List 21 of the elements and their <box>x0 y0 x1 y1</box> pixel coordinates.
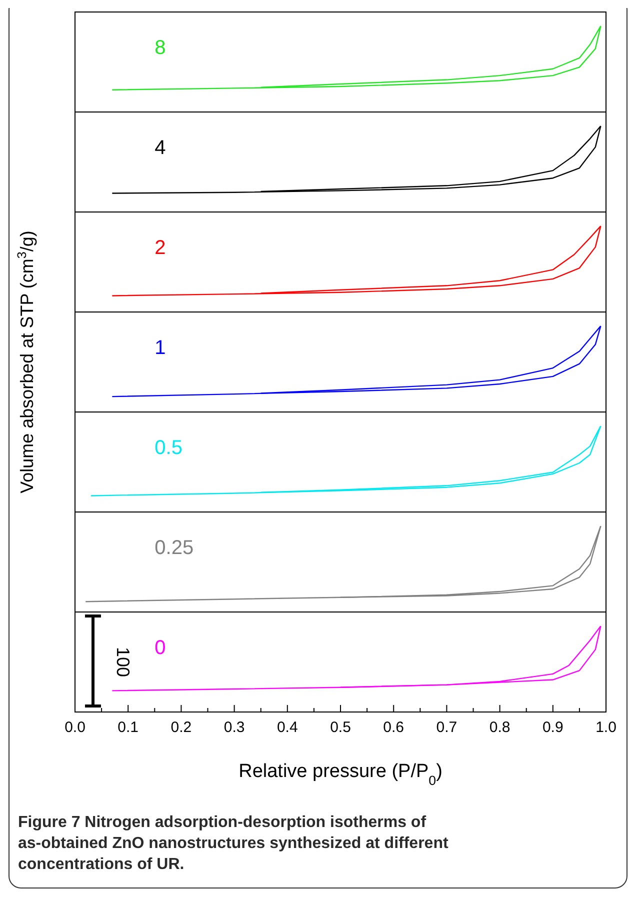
x-tick-label: 0.9 <box>542 719 564 736</box>
x-tick-label: 0.1 <box>118 719 139 736</box>
annotation: 100 <box>113 646 133 678</box>
series-label: 8 <box>154 37 166 59</box>
x-tick-label: 1.0 <box>596 719 616 736</box>
x-tick-label: 0.3 <box>224 719 245 736</box>
x-tick-label: 0.6 <box>383 719 404 736</box>
series-label: 1 <box>154 337 166 359</box>
series-label: 2 <box>154 237 166 259</box>
x-tick-label: 0.0 <box>64 719 86 736</box>
x-tick-label: 0.8 <box>489 719 510 736</box>
series-label: 0 <box>154 637 166 659</box>
x-axis-title: Relative pressure (P/P$_{0}$) <box>238 761 442 788</box>
x-tick-label: 0.4 <box>276 719 298 736</box>
x-tick-label: 0.2 <box>170 719 192 736</box>
text: 0.25 <box>154 537 194 559</box>
caption: Figure 7 Nitrogen adsorption-desorption isotherms of as-obtained ZnO nanostructures synthesized at different concentrations of UR. <box>18 814 449 873</box>
series-label: 0.5 <box>154 437 182 459</box>
x-tick-label: 0.5 <box>330 719 351 736</box>
x-tick-label: 0.7 <box>436 719 458 736</box>
series-label: 4 <box>154 137 166 159</box>
